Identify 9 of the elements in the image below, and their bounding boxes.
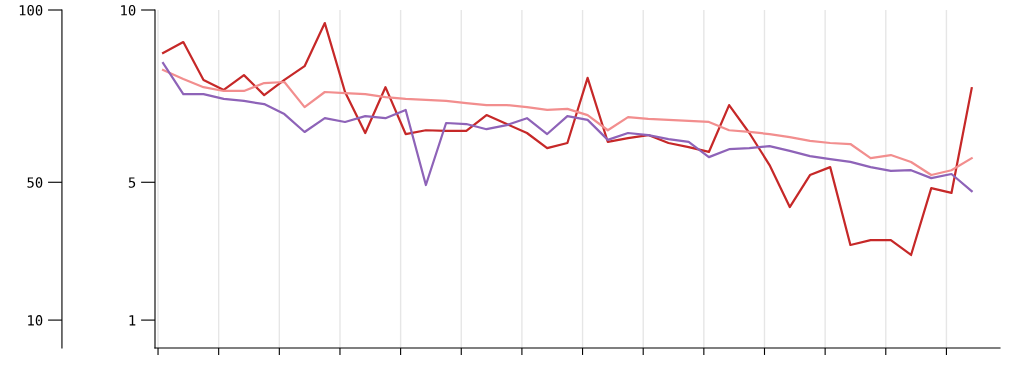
y-tick-label: 5 — [128, 177, 136, 188]
line-series — [161, 21, 973, 257]
line-series — [161, 68, 973, 177]
y2-tick-label: 100 — [19, 5, 43, 16]
line-series — [161, 61, 973, 193]
y-tick-label: 1 — [129, 315, 136, 326]
y2-tick-label: 10 — [28, 315, 43, 326]
y2-tick-label: 50 — [27, 177, 43, 188]
y-tick-label: 10 — [121, 5, 136, 16]
